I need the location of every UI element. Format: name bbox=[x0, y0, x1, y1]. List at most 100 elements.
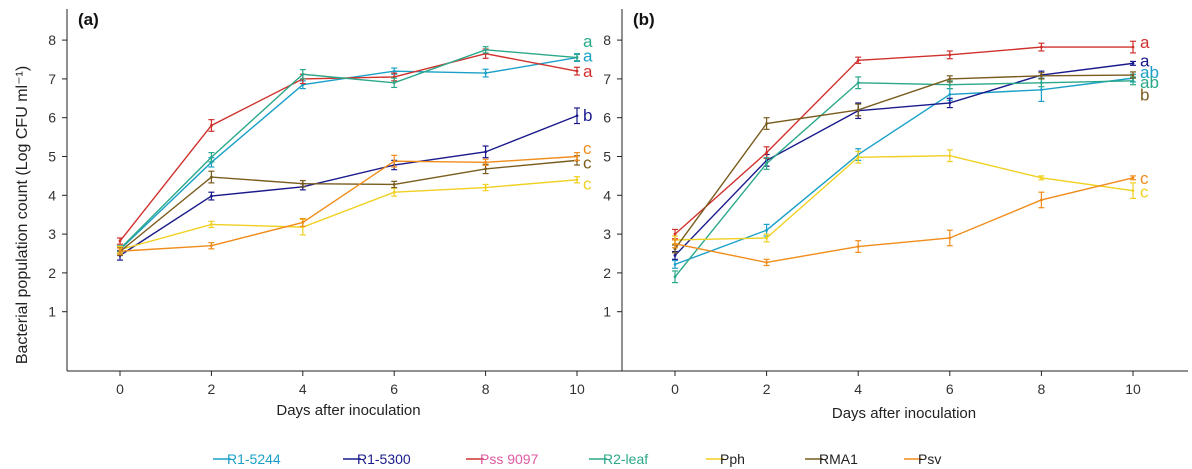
data-point bbox=[484, 160, 487, 164]
legend-label: RMA1 bbox=[819, 451, 858, 467]
data-point bbox=[392, 69, 396, 73]
data-point bbox=[118, 239, 122, 243]
significance-letter: b bbox=[583, 106, 592, 125]
legend-item: Pph bbox=[706, 451, 745, 467]
legend-item: R1-5300 bbox=[343, 451, 411, 467]
legend-label: R1-5244 bbox=[227, 451, 281, 467]
data-point bbox=[948, 93, 952, 96]
legend-item: RMA1 bbox=[805, 451, 858, 467]
data-point bbox=[484, 167, 487, 171]
significance-letter: b bbox=[1140, 85, 1149, 104]
data-point bbox=[392, 81, 396, 85]
y-tick-label: 3 bbox=[48, 226, 56, 242]
series-line bbox=[119, 115, 578, 257]
data-point bbox=[301, 72, 305, 76]
x-tick-label: 2 bbox=[208, 381, 216, 397]
data-point bbox=[856, 245, 860, 248]
y-tick-label: 6 bbox=[603, 110, 611, 126]
series-r1-5300 bbox=[672, 60, 1136, 260]
data-point bbox=[210, 244, 213, 248]
data-point bbox=[210, 155, 213, 159]
y-tick-label: 8 bbox=[603, 32, 611, 48]
significance-letter: c bbox=[1140, 182, 1149, 201]
data-point bbox=[765, 151, 768, 155]
legend-item: R1-5244 bbox=[213, 451, 281, 467]
data-point bbox=[948, 154, 952, 158]
data-point bbox=[856, 81, 860, 85]
legend-label: R1-5300 bbox=[357, 451, 411, 467]
data-point bbox=[210, 175, 213, 179]
data-point bbox=[673, 275, 677, 279]
series-line bbox=[674, 155, 1134, 241]
y-tick-label: 2 bbox=[603, 265, 611, 281]
series-pss-9097 bbox=[672, 40, 1136, 240]
data-point bbox=[1131, 73, 1135, 77]
y-tick-label: 4 bbox=[603, 187, 611, 203]
data-point bbox=[1131, 176, 1135, 180]
significance-letter: c bbox=[583, 175, 592, 194]
significance-letter: a bbox=[583, 62, 593, 81]
data-point bbox=[484, 186, 487, 189]
data-point bbox=[210, 194, 213, 198]
data-point bbox=[673, 254, 677, 257]
data-point bbox=[575, 155, 579, 158]
x-tick-label: 8 bbox=[482, 381, 490, 397]
data-point bbox=[948, 53, 952, 57]
data-point bbox=[765, 261, 768, 264]
data-point bbox=[1131, 61, 1135, 65]
data-point bbox=[765, 228, 768, 232]
significance-letter: a bbox=[1140, 51, 1150, 70]
data-point bbox=[210, 124, 213, 127]
data-point bbox=[210, 223, 213, 226]
data-point bbox=[575, 178, 579, 182]
data-point bbox=[856, 155, 860, 159]
legend-label: Pss 9097 bbox=[480, 451, 539, 467]
data-point bbox=[673, 262, 677, 266]
x-tick-label: 6 bbox=[946, 381, 954, 397]
x-tick-label: 0 bbox=[116, 381, 124, 397]
series-line bbox=[119, 49, 578, 250]
series-line bbox=[119, 155, 578, 252]
data-point bbox=[673, 232, 677, 236]
legend-label: Pph bbox=[720, 451, 745, 467]
data-point bbox=[765, 122, 768, 125]
data-point bbox=[948, 236, 952, 240]
series-line bbox=[119, 52, 578, 242]
legend-item: R2-leaf bbox=[589, 451, 648, 467]
data-point bbox=[673, 242, 677, 246]
significance-letter: ab bbox=[1140, 63, 1159, 82]
y-tick-label: 6 bbox=[48, 110, 56, 126]
panel-a: (a) 1 2 3 4 5 6 7 8 0 2 4 6 8 10 Days after inoculation… bbox=[48, 9, 632, 419]
data-point bbox=[948, 83, 952, 87]
panel-label: (b) bbox=[633, 10, 655, 29]
data-point bbox=[1040, 81, 1043, 85]
legend: R1-5244 R1-5300 Pss 9097 R2-leaf Pph RMA1 Psv bbox=[213, 451, 941, 467]
data-point bbox=[575, 114, 579, 118]
x-axis-label: Days after inoculation bbox=[276, 402, 420, 419]
series-line bbox=[674, 80, 1134, 278]
legend-label: Psv bbox=[918, 451, 941, 467]
data-point bbox=[484, 48, 487, 52]
series-psv bbox=[672, 175, 1136, 267]
x-tick-label: 4 bbox=[299, 381, 307, 397]
x-tick-label: 0 bbox=[671, 381, 679, 397]
significance-letter: ab bbox=[1140, 73, 1159, 92]
y-tick-label: 5 bbox=[48, 149, 56, 165]
y-tick-label: 8 bbox=[48, 32, 56, 48]
series-rma1 bbox=[117, 155, 580, 257]
series-rma1 bbox=[672, 71, 1136, 254]
legend-item: Psv bbox=[904, 451, 941, 467]
x-axis-label: Days after inoculation bbox=[832, 405, 976, 422]
data-point bbox=[856, 58, 860, 62]
series-r2-leaf bbox=[672, 76, 1136, 284]
series-r1-5300 bbox=[117, 107, 580, 261]
x-tick-label: 10 bbox=[1125, 381, 1141, 397]
series-line bbox=[674, 46, 1133, 235]
data-point bbox=[118, 249, 122, 253]
data-point bbox=[1131, 189, 1135, 193]
y-tick-label: 7 bbox=[603, 71, 611, 87]
y-axis-label: Bacterial population count (Log CFU ml⁻¹… bbox=[14, 66, 31, 364]
significance-letter: c bbox=[583, 153, 592, 172]
y-tick-label: 4 bbox=[48, 187, 56, 203]
